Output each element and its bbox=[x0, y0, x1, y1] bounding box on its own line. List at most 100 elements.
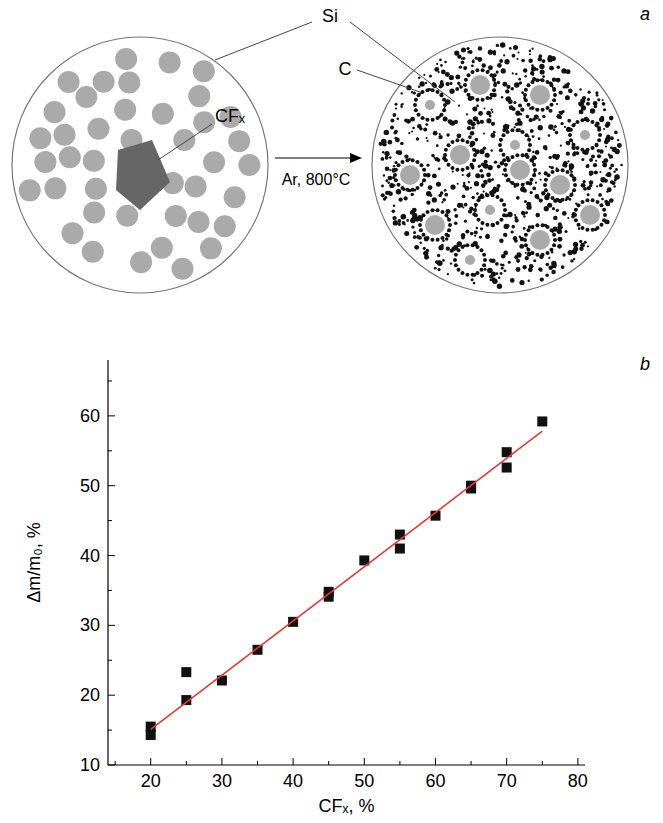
carbon-dot bbox=[538, 137, 541, 140]
carbon-dot bbox=[530, 71, 534, 75]
carbon-shell bbox=[599, 203, 603, 207]
carbon-dot bbox=[583, 180, 586, 183]
carbon-dot bbox=[474, 230, 478, 234]
carbon-shell bbox=[436, 238, 440, 242]
carbon-dot bbox=[539, 198, 543, 202]
carbon-shell bbox=[572, 178, 576, 182]
carbon-shell bbox=[552, 88, 556, 92]
si-sphere bbox=[425, 215, 445, 235]
carbon-shell bbox=[598, 133, 602, 137]
carbon-dot bbox=[481, 163, 485, 167]
carbon-dot bbox=[572, 212, 577, 217]
carbon-shell bbox=[481, 221, 485, 225]
carbon-dot bbox=[491, 258, 496, 263]
void bbox=[526, 226, 554, 254]
si-sphere bbox=[228, 130, 250, 152]
carbon-dot bbox=[573, 258, 575, 260]
x-tick bbox=[577, 758, 578, 765]
carbon-dot bbox=[488, 65, 493, 70]
carbon-shell bbox=[465, 243, 469, 247]
carbon-shell bbox=[511, 181, 515, 185]
carbon-dot bbox=[470, 232, 474, 236]
carbon-dot bbox=[483, 190, 485, 192]
carbon-dot bbox=[457, 54, 461, 58]
carbon-dot bbox=[541, 59, 545, 63]
carbon-shell bbox=[531, 251, 535, 255]
carbon-dot bbox=[501, 68, 506, 73]
carbon-dot bbox=[486, 111, 491, 116]
carbon-shell bbox=[419, 163, 423, 167]
carbon-shell bbox=[546, 225, 550, 229]
y-tick-label: 40 bbox=[80, 546, 100, 566]
carbon-shell bbox=[524, 243, 528, 247]
carbon-shell bbox=[591, 228, 595, 232]
carbon-shell bbox=[491, 193, 495, 197]
carbon-dot bbox=[529, 265, 531, 267]
carbon-dot bbox=[415, 218, 419, 222]
carbon-dot bbox=[578, 228, 580, 230]
carbon-dot bbox=[487, 268, 493, 274]
carbon-dot bbox=[440, 64, 443, 67]
carbon-dot bbox=[529, 50, 532, 53]
carbon-dot bbox=[510, 278, 515, 283]
y-tick bbox=[108, 765, 115, 766]
carbon-shell bbox=[591, 146, 595, 150]
carbon-shell bbox=[466, 140, 470, 144]
si-sphere bbox=[580, 205, 600, 225]
carbon-shell bbox=[436, 90, 440, 94]
carbon-dot bbox=[503, 125, 507, 129]
carbon-dot bbox=[467, 50, 470, 53]
carbon-dot bbox=[613, 170, 616, 173]
carbon-shell bbox=[502, 133, 506, 137]
carbon-dot bbox=[505, 89, 509, 93]
carbon-shell bbox=[447, 163, 451, 167]
carbon-dot bbox=[553, 227, 556, 230]
void bbox=[501, 131, 529, 159]
carbon-dot bbox=[540, 69, 545, 74]
carbon-shell bbox=[602, 208, 606, 212]
carbon-shell bbox=[455, 138, 459, 142]
carbon-dot bbox=[522, 212, 526, 216]
carbon-dot bbox=[526, 115, 529, 118]
carbon-shell bbox=[467, 93, 471, 97]
carbon-dot bbox=[513, 236, 517, 240]
carbon-shell bbox=[531, 80, 535, 84]
si-sphere bbox=[87, 118, 109, 140]
carbon-shell bbox=[461, 271, 465, 275]
carbon-dot bbox=[532, 187, 536, 191]
void bbox=[476, 196, 504, 224]
carbon-dot bbox=[402, 221, 406, 225]
carbon-dot bbox=[384, 151, 389, 156]
carbon-shell bbox=[516, 128, 520, 132]
carbon-dot bbox=[519, 280, 524, 285]
carbon-dot bbox=[561, 265, 565, 269]
carbon-dot bbox=[461, 60, 465, 64]
carbon-dot bbox=[536, 194, 539, 197]
carbon-dot bbox=[486, 234, 489, 237]
carbon-shell bbox=[574, 218, 578, 222]
carbon-dot bbox=[390, 119, 394, 123]
carbon-shell bbox=[463, 83, 467, 87]
carbon-dot bbox=[450, 184, 455, 189]
carbon-dot bbox=[469, 172, 471, 174]
carbon-dot bbox=[475, 173, 480, 178]
carbon-shell bbox=[447, 143, 451, 147]
x-tick-label: 50 bbox=[354, 771, 374, 791]
carbon-dot bbox=[480, 274, 484, 278]
carbon-shell bbox=[476, 245, 480, 249]
carbon-dot bbox=[457, 183, 459, 185]
carbon-shell bbox=[596, 226, 600, 230]
carbon-shell bbox=[552, 233, 556, 237]
carbon-dot bbox=[556, 65, 560, 69]
carbon-shell bbox=[580, 118, 584, 122]
carbon-dot bbox=[534, 115, 539, 120]
carbon-dot bbox=[560, 122, 563, 125]
carbon-shell bbox=[477, 218, 481, 222]
carbon-dot bbox=[566, 152, 570, 156]
carbon-shell bbox=[436, 116, 440, 120]
carbon-dot bbox=[476, 227, 479, 230]
carbon-dot bbox=[556, 103, 558, 105]
carbon-dot bbox=[385, 156, 389, 160]
carbon-dot bbox=[506, 124, 509, 127]
carbon-dot bbox=[437, 158, 441, 162]
